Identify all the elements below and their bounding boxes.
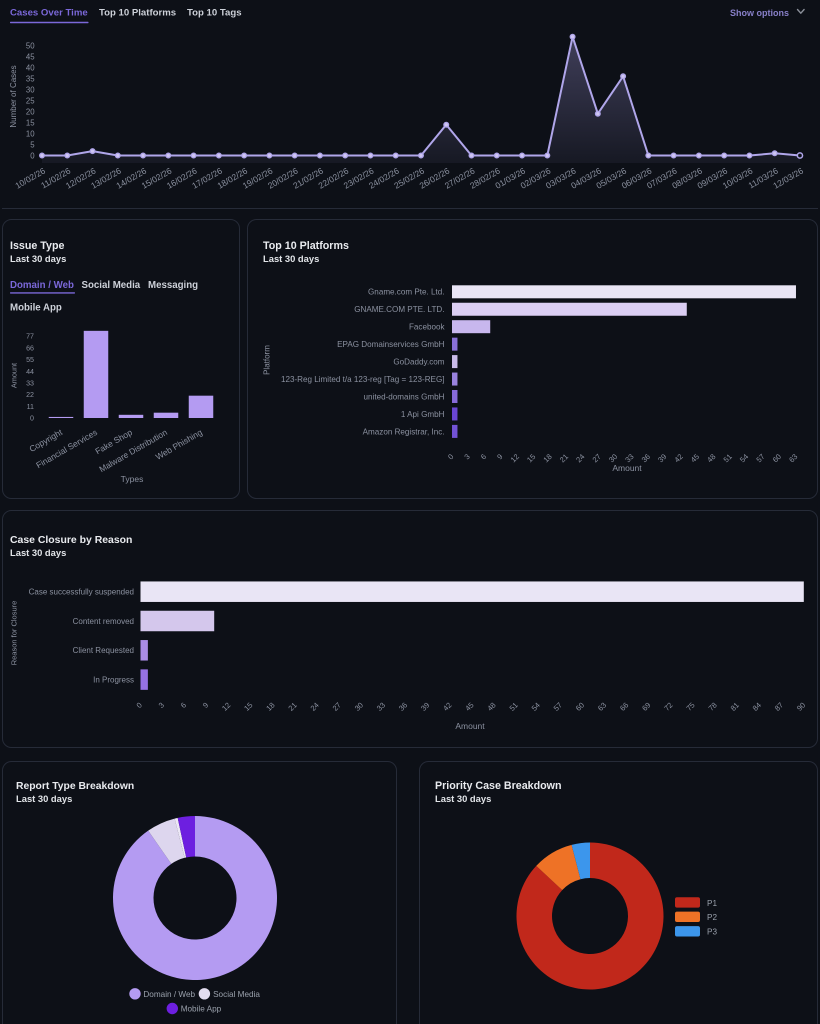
svg-text:P2: P2 bbox=[707, 913, 717, 922]
svg-text:Top 10 Platforms: Top 10 Platforms bbox=[263, 240, 349, 252]
svg-text:Cases Over Time: Cases Over Time bbox=[10, 8, 88, 19]
svg-text:30: 30 bbox=[26, 85, 35, 94]
svg-text:6: 6 bbox=[479, 452, 488, 461]
svg-text:3: 3 bbox=[462, 452, 471, 461]
svg-text:Social Media: Social Media bbox=[213, 990, 260, 999]
svg-text:Facebook: Facebook bbox=[409, 323, 445, 332]
svg-text:Top 10 Tags: Top 10 Tags bbox=[187, 8, 242, 19]
svg-text:9: 9 bbox=[495, 452, 504, 461]
svg-text:Amount: Amount bbox=[455, 721, 485, 731]
svg-text:Content removed: Content removed bbox=[73, 617, 134, 626]
svg-text:Platform: Platform bbox=[262, 345, 271, 375]
svg-text:Social Media: Social Media bbox=[82, 280, 141, 291]
svg-text:P1: P1 bbox=[707, 899, 717, 908]
svg-text:Amount: Amount bbox=[612, 463, 642, 473]
svg-text:11: 11 bbox=[27, 403, 34, 411]
svg-text:GoDaddy.com: GoDaddy.com bbox=[393, 358, 444, 367]
svg-text:40: 40 bbox=[26, 63, 35, 72]
svg-text:Mobile App: Mobile App bbox=[10, 303, 62, 314]
svg-text:15: 15 bbox=[26, 118, 35, 127]
svg-text:Last 30 days: Last 30 days bbox=[263, 253, 319, 264]
svg-text:0: 0 bbox=[135, 701, 144, 710]
svg-text:5: 5 bbox=[30, 140, 35, 149]
svg-text:123-Reg Limited t/a 123-reg [T: 123-Reg Limited t/a 123-reg [Tag = 123-R… bbox=[281, 375, 445, 384]
svg-text:0: 0 bbox=[30, 415, 34, 423]
svg-text:P3: P3 bbox=[707, 928, 717, 937]
svg-text:6: 6 bbox=[179, 701, 188, 710]
svg-text:GNAME.COM PTE. LTD.: GNAME.COM PTE. LTD. bbox=[354, 305, 444, 314]
svg-text:50: 50 bbox=[26, 41, 35, 50]
svg-text:Last 30 days: Last 30 days bbox=[10, 547, 66, 558]
svg-text:45: 45 bbox=[26, 52, 35, 61]
svg-text:Gname.com Pte. Ltd.: Gname.com Pte. Ltd. bbox=[368, 288, 444, 297]
svg-text:1 Api GmbH: 1 Api GmbH bbox=[401, 410, 445, 419]
svg-text:Case successfully suspended: Case successfully suspended bbox=[29, 588, 134, 597]
svg-text:77: 77 bbox=[26, 333, 34, 341]
svg-text:Issue Type: Issue Type bbox=[10, 240, 65, 252]
svg-text:Domain / Web: Domain / Web bbox=[143, 990, 195, 999]
svg-text:20: 20 bbox=[26, 107, 35, 116]
svg-text:10: 10 bbox=[26, 129, 35, 138]
svg-text:Last 30 days: Last 30 days bbox=[10, 253, 66, 264]
svg-text:Show options: Show options bbox=[730, 8, 789, 18]
svg-text:united-domains GmbH: united-domains GmbH bbox=[364, 392, 445, 401]
svg-text:44: 44 bbox=[26, 368, 34, 376]
svg-text:Case Closure by Reason: Case Closure by Reason bbox=[10, 535, 132, 546]
svg-text:35: 35 bbox=[26, 74, 35, 83]
svg-text:9: 9 bbox=[201, 701, 210, 710]
svg-text:Last 30 days: Last 30 days bbox=[16, 793, 72, 804]
svg-text:Last 30 days: Last 30 days bbox=[435, 793, 491, 804]
svg-text:Messaging: Messaging bbox=[148, 280, 198, 291]
svg-text:Domain / Web: Domain / Web bbox=[10, 280, 74, 291]
svg-text:Types: Types bbox=[121, 474, 144, 484]
svg-text:Number of Cases: Number of Cases bbox=[9, 65, 18, 127]
svg-text:Report Type Breakdown: Report Type Breakdown bbox=[16, 781, 134, 792]
svg-text:25: 25 bbox=[26, 96, 35, 105]
svg-text:0: 0 bbox=[30, 151, 35, 160]
svg-text:Priority Case Breakdown: Priority Case Breakdown bbox=[435, 780, 562, 792]
svg-text:66: 66 bbox=[26, 344, 34, 352]
svg-text:EPAG Domainservices GmbH: EPAG Domainservices GmbH bbox=[337, 340, 444, 349]
svg-text:Mobile App: Mobile App bbox=[181, 1005, 222, 1014]
svg-text:In Progress: In Progress bbox=[93, 676, 134, 685]
svg-text:22: 22 bbox=[26, 391, 34, 399]
svg-text:Amount: Amount bbox=[9, 363, 18, 388]
svg-text:0: 0 bbox=[446, 452, 455, 461]
svg-text:3: 3 bbox=[157, 701, 166, 710]
svg-text:Client Requested: Client Requested bbox=[73, 646, 134, 655]
svg-text:Reason for Closure: Reason for Closure bbox=[9, 601, 18, 666]
svg-text:33: 33 bbox=[26, 380, 34, 388]
svg-text:Amazon Registrar, Inc.: Amazon Registrar, Inc. bbox=[363, 427, 445, 436]
svg-text:55: 55 bbox=[26, 356, 34, 364]
svg-text:Top 10 Platforms: Top 10 Platforms bbox=[99, 8, 176, 19]
